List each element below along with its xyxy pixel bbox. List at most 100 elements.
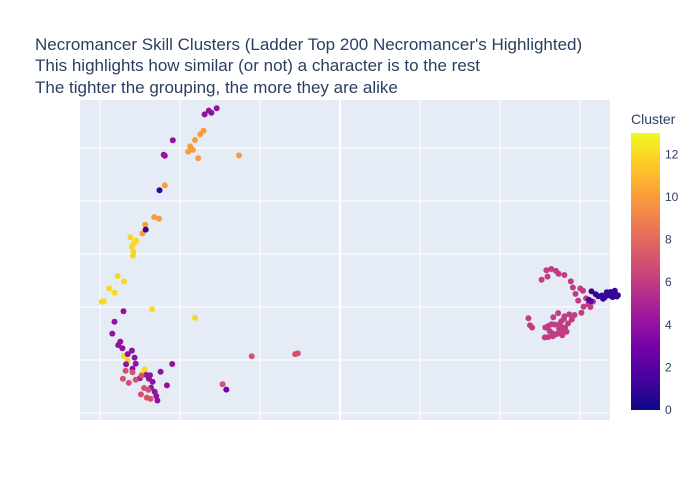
scatter-point[interactable] <box>129 369 136 376</box>
scatter-point[interactable] <box>114 273 121 279</box>
scatter-point[interactable] <box>223 386 230 393</box>
scatter-point[interactable] <box>125 379 132 386</box>
scatter-point[interactable] <box>169 361 176 367</box>
scatter-point[interactable] <box>525 315 532 322</box>
scatter-point[interactable] <box>550 314 557 321</box>
scatter-point[interactable] <box>611 287 618 294</box>
scatter-point[interactable] <box>115 342 122 349</box>
scatter-point[interactable] <box>119 375 126 382</box>
colorbar-tick-label: 4 <box>665 318 672 332</box>
colorbar-tick-label: 8 <box>665 233 672 247</box>
scatter-point[interactable] <box>157 368 164 375</box>
scatter-point[interactable] <box>147 395 154 402</box>
scatter-point[interactable] <box>213 105 220 112</box>
scatter-point[interactable] <box>111 318 118 325</box>
scatter-point[interactable] <box>578 309 585 316</box>
scatter-point[interactable] <box>603 289 610 296</box>
scatter-point[interactable] <box>163 382 170 389</box>
scatter-point[interactable] <box>156 187 163 194</box>
scatter-point[interactable] <box>132 376 139 383</box>
scatter-point[interactable] <box>154 397 161 404</box>
scatter-point[interactable] <box>292 351 299 358</box>
scatter-point[interactable] <box>122 367 129 374</box>
scatter-point[interactable] <box>145 386 152 393</box>
scatter-point[interactable] <box>548 266 555 272</box>
scatter-point[interactable] <box>568 316 575 323</box>
scatter-point[interactable] <box>137 391 144 398</box>
colorbar-tick-label: 2 <box>665 360 672 374</box>
scatter-point[interactable] <box>149 306 156 313</box>
scatter-point[interactable] <box>580 303 587 310</box>
scatter-point[interactable] <box>248 353 255 360</box>
colorbar-tick-label: 0 <box>665 403 672 417</box>
scatter-point[interactable] <box>169 137 176 144</box>
scatter-point[interactable] <box>124 351 131 358</box>
scatter-point[interactable] <box>142 226 149 233</box>
scatter-point[interactable] <box>195 155 202 162</box>
scatter-point[interactable] <box>559 332 566 339</box>
scatter-point[interactable] <box>208 109 215 116</box>
scatter-point[interactable] <box>200 127 207 134</box>
scatter-point[interactable] <box>189 146 196 153</box>
colorbar-tick-label: 6 <box>665 275 672 289</box>
scatter-point[interactable] <box>161 182 168 189</box>
scatter-point[interactable] <box>132 360 139 367</box>
colorbar <box>631 133 660 410</box>
scatter-point[interactable] <box>575 297 582 304</box>
scatter-point[interactable] <box>580 287 586 294</box>
scatter-point[interactable] <box>153 393 160 399</box>
scatter-point[interactable] <box>571 312 578 318</box>
scatter-point[interactable] <box>555 310 562 317</box>
title-line-2: This highlights how similar (or not) a c… <box>35 56 480 75</box>
scatter-point[interactable] <box>141 366 148 373</box>
scatter-point[interactable] <box>545 334 551 341</box>
scatter-point[interactable] <box>569 284 576 291</box>
scatter-point[interactable] <box>236 152 242 159</box>
scatter-point[interactable] <box>121 278 127 285</box>
scatter-point[interactable] <box>142 221 149 228</box>
scatter-point[interactable] <box>192 314 198 321</box>
scatter-point[interactable] <box>127 234 134 241</box>
scatter-point[interactable] <box>109 330 116 337</box>
scatter-point[interactable] <box>120 308 127 315</box>
scatter-point[interactable] <box>123 361 130 368</box>
scatter-point[interactable] <box>587 304 594 310</box>
scatter-point[interactable] <box>156 215 162 222</box>
scatter-point[interactable] <box>161 152 168 159</box>
scatter-point[interactable] <box>138 372 145 379</box>
colorbar-tick-label: 12 <box>665 147 679 161</box>
scatter-point[interactable] <box>563 328 570 335</box>
scatter-point[interactable] <box>128 347 135 354</box>
scatter-point[interactable] <box>542 324 549 331</box>
title-line-3: The tighter the grouping, the more they … <box>35 78 398 97</box>
scatter-point[interactable] <box>185 148 192 155</box>
scatter-point[interactable] <box>544 273 551 280</box>
scatter-point[interactable] <box>587 298 594 305</box>
scatter-point[interactable] <box>119 345 126 352</box>
scatter-point[interactable] <box>131 354 138 361</box>
scatter-point[interactable] <box>111 289 118 296</box>
scatter-point[interactable] <box>201 111 208 118</box>
colorbar-title: Cluster <box>631 111 676 127</box>
scatter-point[interactable] <box>561 272 568 278</box>
title-line-1: Necromancer Skill Clusters (Ladder Top 2… <box>35 35 582 54</box>
scatter-point[interactable] <box>551 331 558 338</box>
scatter-point[interactable] <box>130 252 136 259</box>
scatter-point[interactable] <box>600 295 607 302</box>
scatter-point[interactable] <box>565 320 572 327</box>
scatter-point[interactable] <box>128 243 135 250</box>
scatter-point[interactable] <box>151 214 158 221</box>
scatter-point[interactable] <box>555 270 562 277</box>
scatter-point[interactable] <box>566 311 573 318</box>
scatter-point[interactable] <box>572 290 579 297</box>
scatter-point[interactable] <box>192 137 198 143</box>
scatter-point[interactable] <box>219 381 226 388</box>
scatter-point[interactable] <box>543 267 550 274</box>
scatter-point[interactable] <box>98 298 105 305</box>
scatter-point[interactable] <box>567 278 574 285</box>
scatter-point[interactable] <box>149 378 156 385</box>
scatter-point[interactable] <box>106 285 113 292</box>
scatter-point[interactable] <box>538 276 545 283</box>
scatter-point[interactable] <box>529 324 536 331</box>
